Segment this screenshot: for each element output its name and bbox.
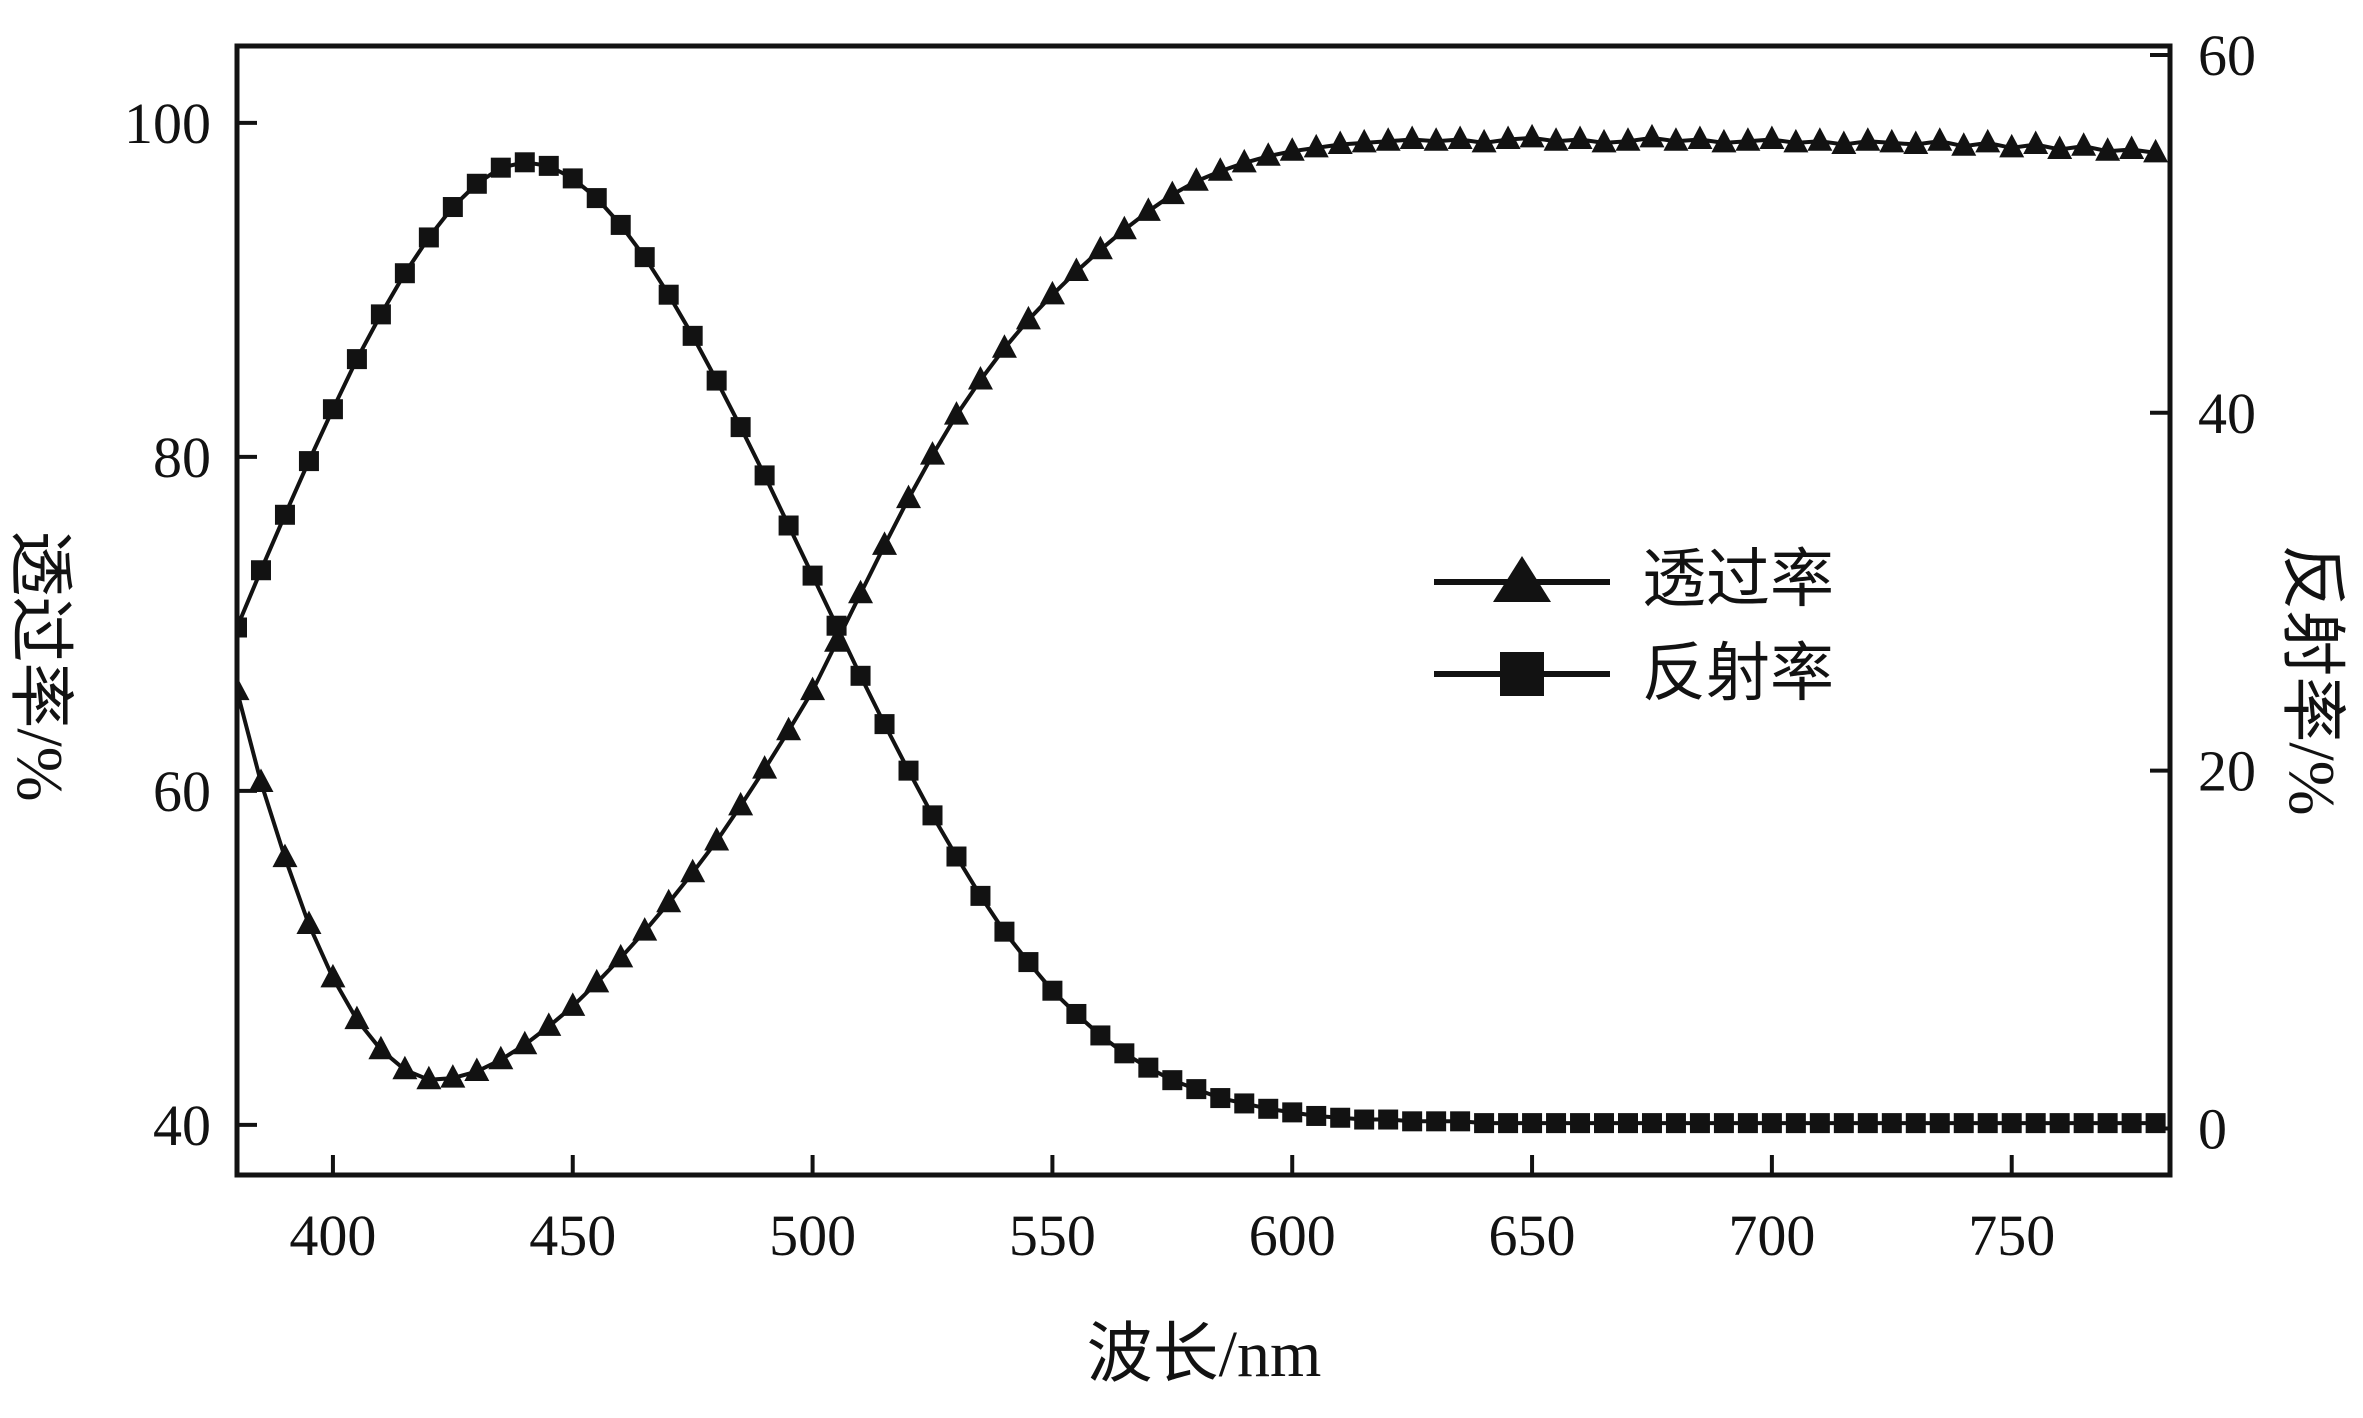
svg-text:500: 500 (769, 1203, 856, 1268)
legend-item-transmittance: 透过率 (1432, 548, 1834, 612)
legend: 透过率 反射率 (1432, 548, 1834, 706)
svg-text:0: 0 (2198, 1096, 2227, 1161)
square-marker-icon (1434, 652, 1610, 696)
svg-text:400: 400 (289, 1203, 376, 1268)
svg-text:80: 80 (153, 425, 211, 490)
svg-text:20: 20 (2198, 739, 2256, 804)
svg-text:550: 550 (1009, 1203, 1096, 1268)
svg-text:700: 700 (1728, 1203, 1815, 1268)
svg-text:450: 450 (529, 1203, 616, 1268)
svg-text:750: 750 (1968, 1203, 2055, 1268)
x-axis-title: 波长/nm (1086, 1318, 1322, 1391)
svg-text:40: 40 (2198, 381, 2256, 446)
right-y-axis-title: 反射率/% (2275, 544, 2348, 816)
svg-text:100: 100 (124, 91, 211, 156)
svg-text:40: 40 (153, 1093, 211, 1158)
left-y-axis-title: 透过率/% (3, 530, 76, 802)
svg-text:650: 650 (1489, 1203, 1576, 1268)
svg-text:60: 60 (153, 759, 211, 824)
svg-text:60: 60 (2198, 23, 2256, 88)
legend-item-reflectance: 反射率 (1432, 642, 1834, 706)
legend-label-transmittance: 透过率 (1642, 544, 1834, 615)
legend-label-reflectance: 反射率 (1642, 638, 1834, 709)
svg-text:600: 600 (1249, 1203, 1336, 1268)
triangle-marker-icon (1434, 556, 1610, 602)
